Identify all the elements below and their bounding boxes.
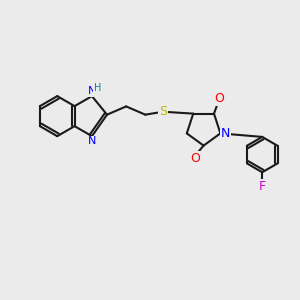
Text: N: N (88, 136, 96, 146)
Text: N: N (221, 127, 230, 140)
Text: O: O (214, 92, 224, 106)
Text: O: O (190, 152, 200, 165)
Text: N: N (88, 86, 96, 96)
Text: F: F (259, 181, 266, 194)
Text: S: S (159, 105, 167, 118)
Text: H: H (94, 83, 101, 93)
